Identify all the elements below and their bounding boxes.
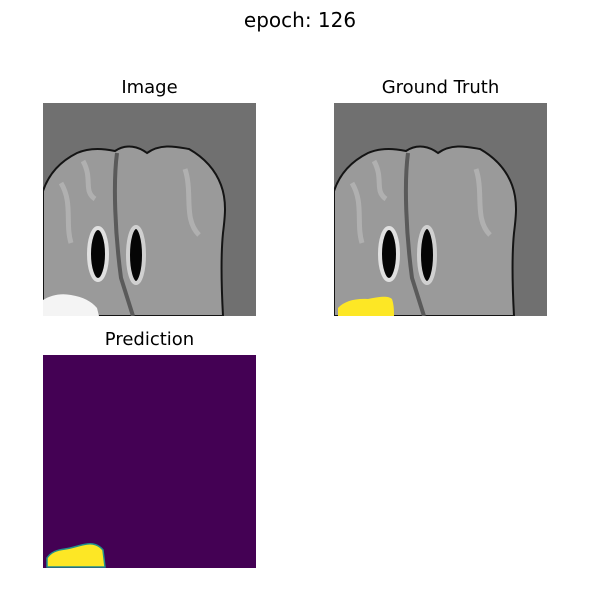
ground-truth-mask [338, 296, 394, 316]
prediction-panel-title: Prediction [104, 329, 195, 350]
prediction-mask [46, 543, 106, 568]
right-ventricle [417, 225, 437, 285]
prediction-panel [43, 355, 256, 568]
lesion-bright [43, 294, 99, 316]
image-panel [43, 103, 256, 316]
ground-truth-panel-title: Ground Truth [381, 77, 500, 98]
left-ventricle [87, 226, 109, 282]
right-ventricle [126, 225, 146, 285]
ground-truth-panel [334, 103, 547, 316]
figure-title: epoch: 126 [243, 8, 357, 32]
image-panel-title: Image [121, 77, 178, 98]
left-ventricle [378, 226, 400, 282]
